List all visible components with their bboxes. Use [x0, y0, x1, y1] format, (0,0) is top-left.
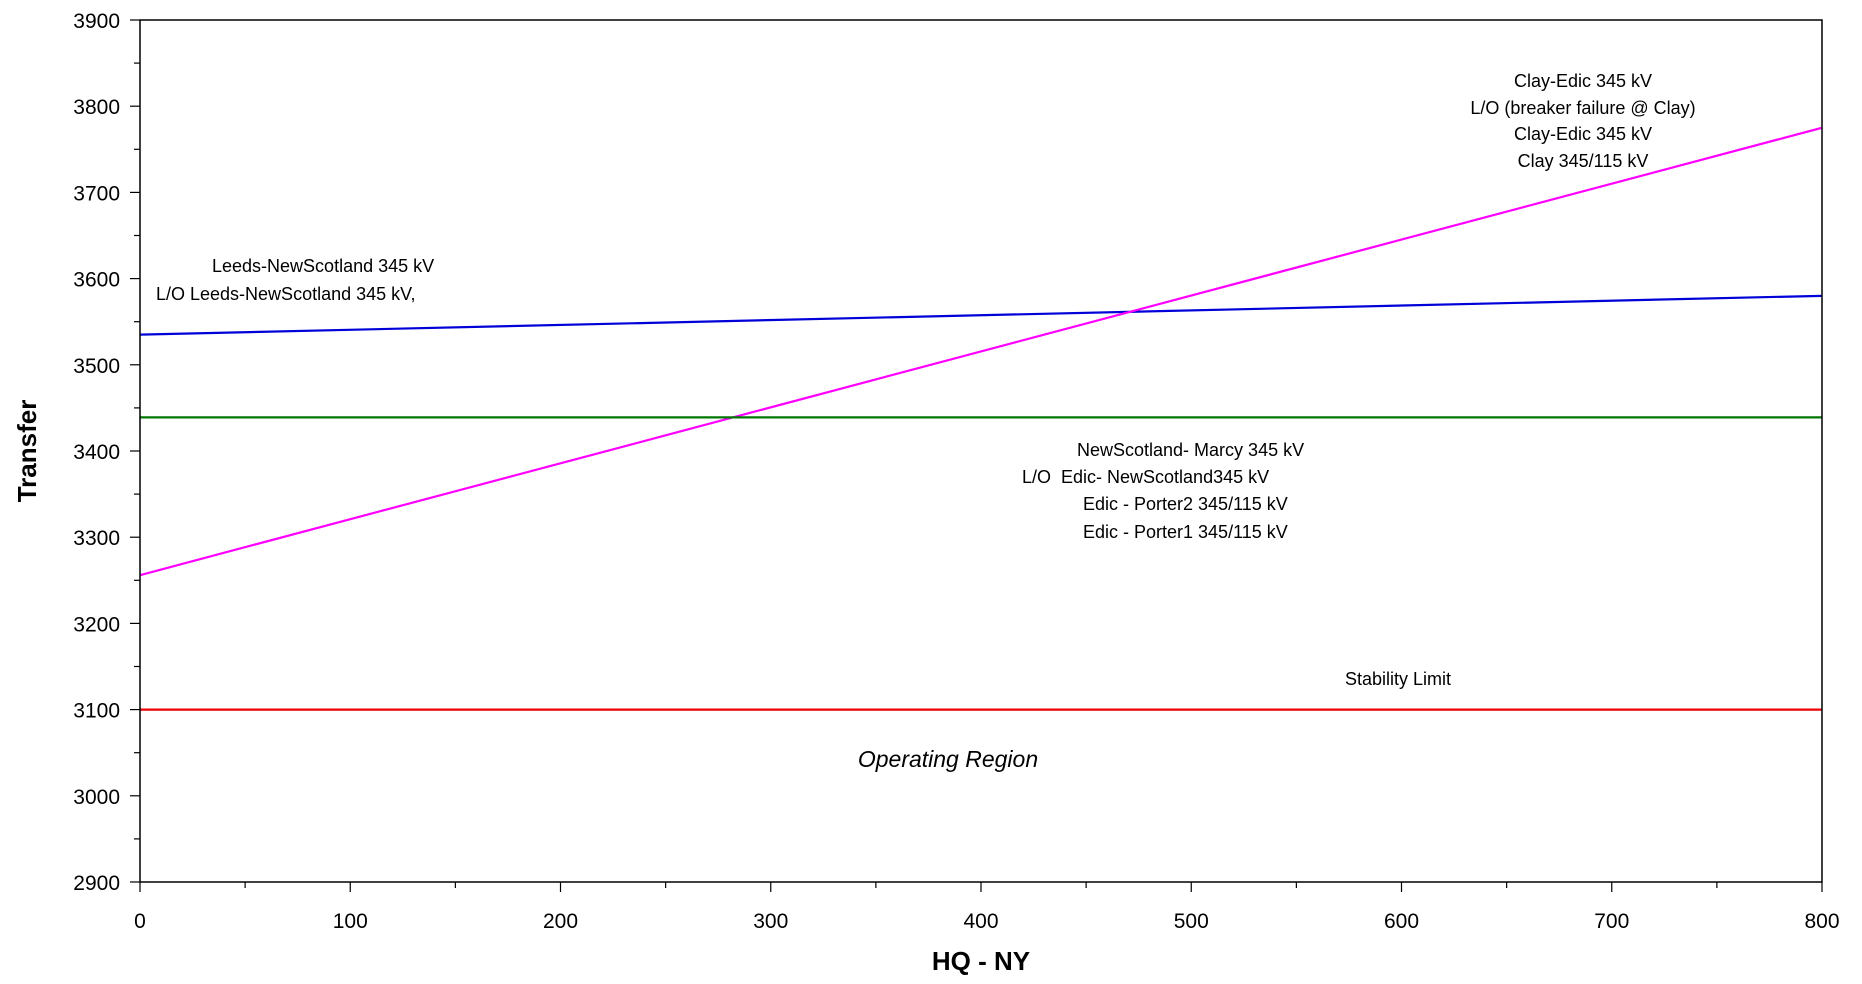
tick-labels: 0 100 200 300 400 500 600 700 800 2900 3000 3100 320…	[73, 10, 1839, 933]
annotation-clay-edic: Clay-Edic 345 kV L/O (breaker failure @ …	[1470, 71, 1695, 171]
x-tick-label: 200	[543, 910, 578, 933]
x-axis-title: HQ - NY	[932, 946, 1030, 976]
x-tick-label: 0	[134, 910, 146, 933]
y-tick-label: 3600	[73, 269, 120, 292]
x-tick-label: 600	[1384, 910, 1419, 933]
y-tick-label: 3300	[73, 527, 120, 550]
y-tick-label: 3900	[73, 10, 120, 33]
annotation-line: L/O Leeds-NewScotland 345 kV,	[156, 284, 416, 304]
axis-ticks	[130, 19, 1823, 892]
series-line-1	[139, 126, 1823, 577]
annotation-leeds-newscotland: Leeds-NewScotland 345 kV L/O Leeds-NewSc…	[156, 256, 434, 304]
y-tick-label: 3500	[73, 355, 120, 378]
x-tick-label: 100	[333, 910, 368, 933]
y-tick-label: 3800	[73, 96, 120, 119]
series-line-0	[139, 294, 1823, 336]
x-tick-label: 400	[963, 910, 998, 933]
annotation-line: Clay 345/115 kV	[1518, 151, 1649, 171]
x-tick-label: 500	[1174, 910, 1209, 933]
annotation-line: L/O Edic- NewScotland345 kV	[1022, 467, 1269, 487]
y-tick-label: 3400	[73, 441, 120, 464]
annotation-line: L/O (breaker failure @ Clay)	[1470, 98, 1695, 118]
y-tick-label: 3200	[73, 613, 120, 636]
y-tick-label: 3100	[73, 700, 120, 723]
y-tick-label: 3000	[73, 786, 120, 809]
x-tick-label: 300	[753, 910, 788, 933]
y-axis-title: Transfer	[12, 400, 42, 503]
annotation-line: Edic - Porter2 345/115 kV	[1083, 494, 1288, 514]
annotation-line: Clay-Edic 345 kV	[1514, 71, 1652, 91]
x-tick-label: 700	[1594, 910, 1629, 933]
annotation-operating-region: Operating Region	[858, 746, 1038, 772]
y-tick-label: 2900	[73, 872, 120, 895]
annotation-line: Edic - Porter1 345/115 kV	[1083, 522, 1288, 542]
plot-area-frame	[139, 19, 1823, 883]
annotation-stability-limit: Stability Limit	[1345, 669, 1451, 689]
series-lines	[139, 126, 1823, 711]
annotation-line: Leeds-NewScotland 345 kV	[212, 256, 434, 276]
y-tick-label: 3700	[73, 182, 120, 205]
annotation-line: NewScotland- Marcy 345 kV	[1077, 440, 1304, 460]
annotation-newscotland-marcy: NewScotland- Marcy 345 kV L/O Edic- NewS…	[1022, 440, 1304, 542]
annotation-line: Clay-Edic 345 kV	[1514, 124, 1652, 144]
x-tick-label: 800	[1804, 910, 1839, 933]
